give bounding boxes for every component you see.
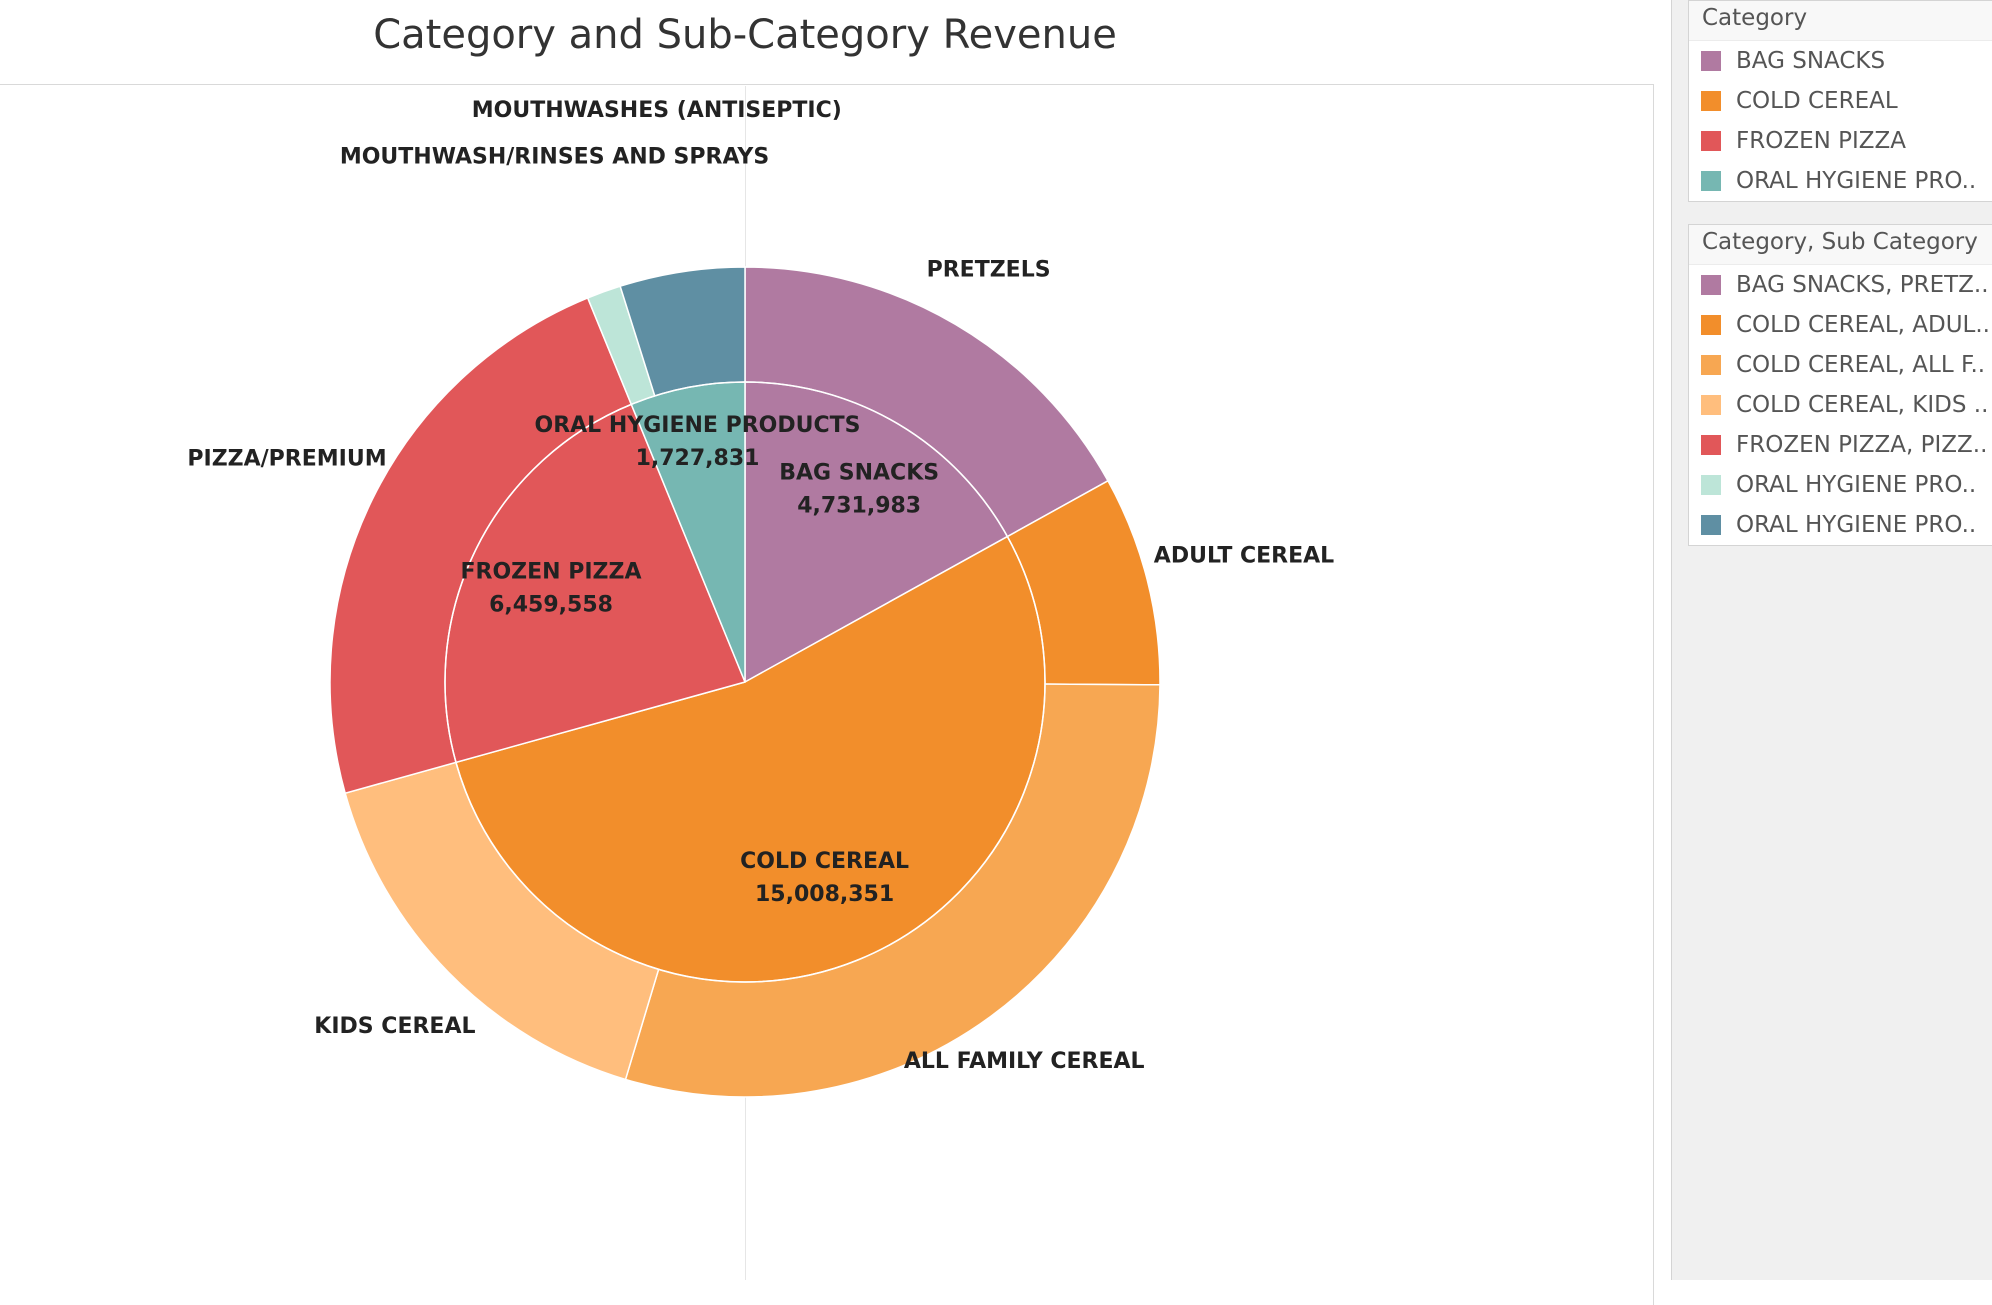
subcategory-legend-item[interactable]: ORAL HYGIENE PRO..	[1689, 505, 1992, 545]
legend-label: COLD CEREAL, KIDS ..	[1736, 392, 1989, 418]
legend-label: COLD CEREAL	[1736, 88, 1898, 114]
legend-swatch	[1701, 475, 1721, 495]
subcategory-legend-item[interactable]: COLD CEREAL, ALL F..	[1689, 345, 1992, 385]
category-legend: Category BAG SNACKS COLD CEREAL FROZEN PIZ…	[1688, 0, 1992, 202]
plot-frame	[0, 84, 1654, 1305]
legend-swatch	[1701, 435, 1721, 455]
legend-label: ORAL HYGIENE PRO..	[1736, 472, 1977, 498]
subcategory-legend-item[interactable]: COLD CEREAL, KIDS ..	[1689, 385, 1992, 425]
inner-label-frozen-pizza: FROZEN PIZZA 6,459,558	[461, 560, 642, 618]
category-legend-item[interactable]: ORAL HYGIENE PRO..	[1689, 161, 1992, 201]
category-legend-item[interactable]: FROZEN PIZZA	[1689, 121, 1992, 161]
category-legend-item[interactable]: BAG SNACKS	[1689, 41, 1992, 81]
legend-label: BAG SNACKS, PRETZ..	[1736, 272, 1989, 298]
inner-label-cold-cereal: COLD CEREAL 15,008,351	[740, 849, 909, 907]
category-legend-item[interactable]: COLD CEREAL	[1689, 81, 1992, 121]
outer-label-pizza-premium: PIZZA/PREMIUM	[187, 447, 386, 472]
legend-label: COLD CEREAL, ALL F..	[1736, 352, 1986, 378]
outer-label-all-family-cereal: ALL FAMILY CEREAL	[904, 1049, 1145, 1074]
legend-label: COLD CEREAL, ADUL..	[1736, 312, 1990, 338]
legend-label: ORAL HYGIENE PRO..	[1736, 168, 1977, 194]
legend-swatch	[1701, 315, 1721, 335]
subcategory-legend-item[interactable]: ORAL HYGIENE PRO..	[1689, 465, 1992, 505]
subcategory-legend-title: Category, Sub Category	[1689, 225, 1992, 265]
legend-swatch	[1701, 91, 1721, 111]
inner-label-oral-hygiene-products: ORAL HYGIENE PRODUCTS 1,727,831	[535, 413, 861, 471]
category-legend-title: Category	[1689, 1, 1992, 41]
nested-pie-chart: BAG SNACKS 4,731,983 COLD CEREAL 15,008,351…	[187, 98, 1334, 1098]
legend-swatch	[1701, 171, 1721, 191]
outer-label-pretzels: PRETZELS	[927, 257, 1051, 282]
legend-swatch	[1701, 515, 1721, 535]
outer-label-mouthwash-rinses-and-sprays: MOUTHWASH/RINSES AND SPRAYS	[340, 144, 769, 169]
inner-label-bag-snacks: BAG SNACKS 4,731,983	[779, 461, 939, 519]
legend-swatch	[1701, 51, 1721, 71]
outer-label-kids-cereal: KIDS CEREAL	[314, 1014, 475, 1039]
legend-label: BAG SNACKS	[1736, 48, 1886, 74]
inner-ring-outline	[444, 381, 1046, 983]
subcategory-legend: Category, Sub Category BAG SNACKS, PRETZ…	[1688, 224, 1992, 546]
subcategory-legend-item[interactable]: COLD CEREAL, ADUL..	[1689, 305, 1992, 345]
legend-label: FROZEN PIZZA, PIZZ..	[1736, 432, 1988, 458]
subcategory-legend-item[interactable]: BAG SNACKS, PRETZ..	[1689, 265, 1992, 305]
legend-swatch	[1701, 131, 1721, 151]
outer-label-adult-cereal: ADULT CEREAL	[1154, 544, 1334, 569]
legend-panel: Category BAG SNACKS COLD CEREAL FROZEN PIZ…	[1671, 0, 1992, 1280]
outer-label-mouthwashes-antiseptic: MOUTHWASHES (ANTISEPTIC)	[472, 98, 842, 123]
subcategory-legend-item[interactable]: FROZEN PIZZA, PIZZ..	[1689, 425, 1992, 465]
legend-swatch	[1701, 395, 1721, 415]
legend-label: ORAL HYGIENE PRO..	[1736, 512, 1977, 538]
chart-title: Category and Sub-Category Revenue	[373, 12, 1117, 58]
legend-swatch	[1701, 275, 1721, 295]
legend-label: FROZEN PIZZA	[1736, 128, 1907, 154]
legend-swatch	[1701, 355, 1721, 375]
